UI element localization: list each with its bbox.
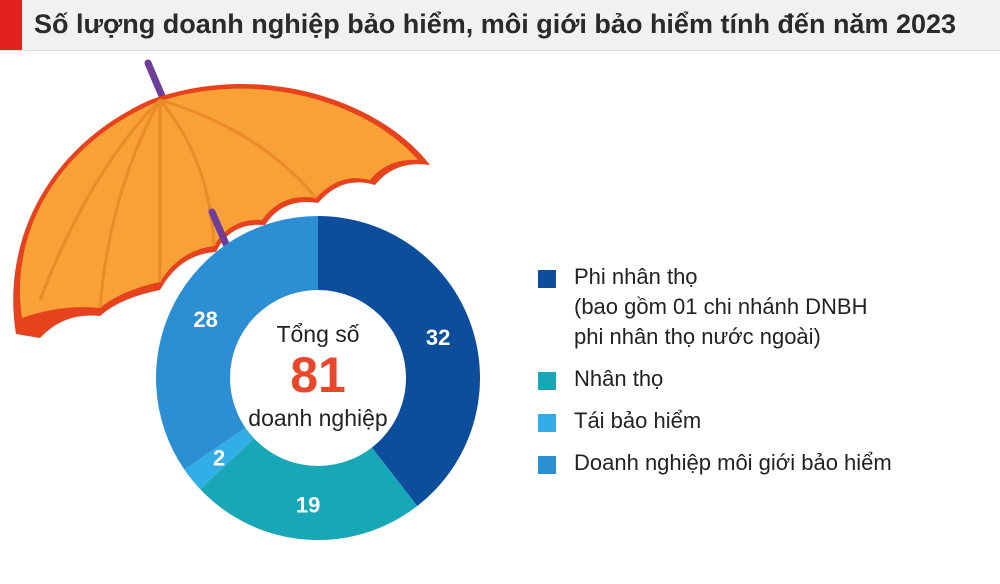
legend-note: (bao gồm 01 chi nhánh DNBH phi nhân thọ …	[574, 294, 868, 349]
legend-item-moi-gioi: Doanh nghiệp môi giới bảo hiểm	[538, 448, 978, 478]
legend-swatch	[538, 456, 556, 474]
umbrella-tip	[144, 59, 166, 100]
slice-value-label: 28	[193, 307, 217, 332]
legend-swatch	[538, 372, 556, 390]
umbrella-illustration	[13, 59, 431, 338]
donut-hole	[230, 290, 406, 466]
legend-item-nhan-tho: Nhân thọ	[538, 364, 978, 394]
legend-item-phi-nhan-tho: Phi nhân thọ (bao gồm 01 chi nhánh DNBH …	[538, 262, 978, 352]
slice-value-label: 19	[296, 493, 320, 518]
legend-label: Nhân thọ	[574, 366, 664, 391]
legend-label: Doanh nghiệp môi giới bảo hiểm	[574, 450, 892, 475]
center-total: 81	[290, 347, 346, 403]
donut-chart: 32 19 2 28 Tổng số 81 doanh nghiệp	[13, 59, 480, 541]
legend-swatch	[538, 270, 556, 288]
legend: Phi nhân thọ (bao gồm 01 chi nhánh DNBH …	[538, 262, 978, 478]
slice-4	[156, 216, 318, 470]
legend-swatch	[538, 414, 556, 432]
legend-label: Tái bảo hiểm	[574, 408, 702, 433]
legend-item-tai-bao-hiem: Tái bảo hiểm	[538, 406, 978, 436]
umbrella-shaft	[208, 208, 230, 248]
chart-title: Số lượng doanh nghiệp bảo hiểm, môi giới…	[34, 9, 957, 39]
slice-value-label: 2	[213, 446, 225, 471]
title-bar: Số lượng doanh nghiệp bảo hiểm, môi giới…	[0, 0, 1000, 51]
legend-label: Phi nhân thọ	[574, 264, 698, 289]
title-accent-bar	[0, 0, 22, 50]
slice-value-label: 32	[426, 325, 450, 350]
center-sublabel: doanh nghiệp	[248, 405, 387, 431]
value-labels: 32 19 2 28	[193, 307, 450, 518]
umbrella-ribs	[38, 98, 318, 309]
center-label: Tổng số	[276, 321, 359, 347]
